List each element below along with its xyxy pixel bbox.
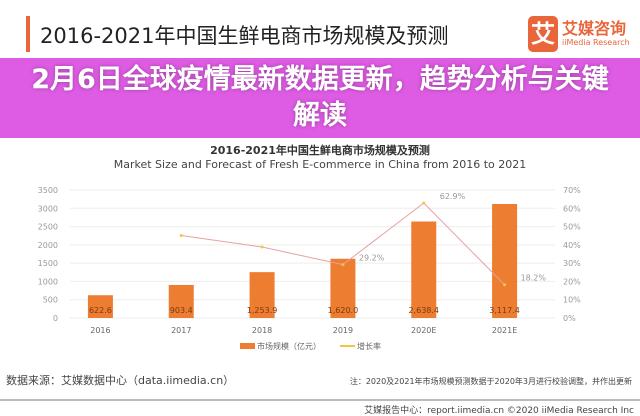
title-accent-bar <box>26 16 30 52</box>
data-source: 数据来源：艾媒数据中心（data.iimedia.cn） <box>6 374 235 387</box>
y2-tick-label: 10% <box>563 296 581 305</box>
y-tick-label: 2500 <box>38 223 58 232</box>
growth-point <box>422 201 426 205</box>
growth-point <box>341 263 345 267</box>
chart-subtitle: Market Size and Forecast of Fresh E-comm… <box>113 158 527 171</box>
divider <box>0 399 640 401</box>
logo: 艾 <box>528 16 558 52</box>
y2-tick-label: 70% <box>563 186 581 195</box>
legend-line-label: 增长率 <box>357 341 381 351</box>
bar <box>330 258 356 318</box>
y2-tick-label: 0% <box>563 314 576 323</box>
y-tick-label: 1500 <box>38 259 58 268</box>
growth-label: 18.2% <box>521 274 547 283</box>
logo-en: iiMedia Research <box>562 38 630 47</box>
y2-tick-label: 40% <box>563 241 581 250</box>
y-tick-label: 500 <box>43 296 58 305</box>
legend-bar-label: 市场规模（亿元） <box>257 341 321 351</box>
bar-label: 1,620.0 <box>328 306 359 315</box>
data-note: 注：2020及2021年市场规模预测数据于2020年3月进行校验调整，并作出更新 <box>349 377 632 386</box>
bar <box>87 295 113 318</box>
headline-text: 2月6日全球疫情最新数据更新，趋势分析与关键解读 <box>31 64 609 131</box>
x-tick-label: 2018 <box>252 326 272 335</box>
bar-label: 622.6 <box>89 306 112 315</box>
x-tick-label: 2021E <box>492 326 517 335</box>
growth-point <box>503 283 507 287</box>
x-tick-label: 2019 <box>333 326 353 335</box>
bar <box>249 272 275 318</box>
bar <box>168 284 194 318</box>
bar-label: 2,638.4 <box>408 306 439 315</box>
growth-label: 62.9% <box>440 192 466 201</box>
y-tick-label: 1000 <box>38 277 58 286</box>
y-tick-label: 3500 <box>38 186 58 195</box>
growth-point <box>260 245 264 249</box>
y2-tick-label: 50% <box>563 223 581 232</box>
y2-tick-label: 30% <box>563 259 581 268</box>
y2-tick-label: 60% <box>563 204 581 213</box>
page-title: 2016-2021年中国生鲜电商市场规模及预测 <box>40 24 449 48</box>
y2-tick-label: 20% <box>563 277 581 286</box>
y-tick-label: 2000 <box>38 241 58 250</box>
bar <box>411 221 437 318</box>
footer-credit: 艾媒报告中心：report.iimedia.cn ©2020 iiMedia R… <box>364 406 634 416</box>
legend-bar-swatch <box>240 343 255 349</box>
growth-point <box>179 234 183 238</box>
x-tick-label: 2017 <box>171 326 191 335</box>
y-tick-label: 3000 <box>38 204 58 213</box>
growth-label: 29.2% <box>359 254 385 263</box>
headline-banner[interactable]: 2月6日全球疫情最新数据更新，趋势分析与关键解读 <box>0 58 640 138</box>
bar <box>492 203 518 318</box>
bar-label: 1,253.9 <box>247 306 278 315</box>
chart-title: 2016-2021年中国生鲜电商市场规模及预测 <box>210 144 430 157</box>
x-tick-label: 2016 <box>90 326 110 335</box>
bar-label: 3,117.4 <box>489 306 520 315</box>
bar-label: 903.4 <box>170 306 193 315</box>
logo-cn: 艾媒咨询 <box>562 19 627 38</box>
x-tick-label: 2020E <box>411 326 436 335</box>
y-tick-label: 0 <box>53 314 58 323</box>
